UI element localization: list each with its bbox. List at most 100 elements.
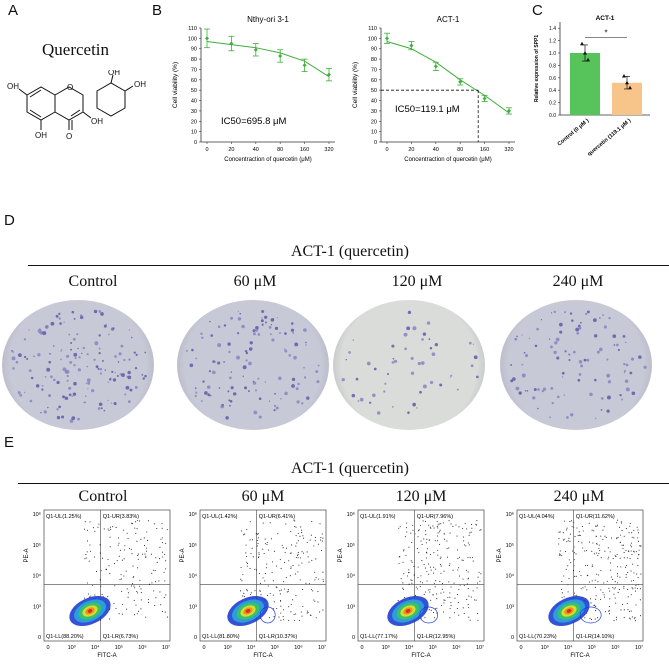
colony: [79, 314, 83, 317]
colony: [288, 354, 292, 357]
colony: [82, 346, 86, 350]
event-dot: [265, 567, 267, 569]
event-dot: [415, 586, 417, 588]
event-dot: [282, 609, 285, 611]
event-dot: [450, 604, 452, 607]
y-axis-label: Cell viability (%): [352, 62, 359, 108]
colony: [74, 356, 77, 359]
colony: [373, 367, 377, 371]
event-dot: [613, 588, 615, 590]
y-tick-label: 70: [371, 67, 377, 73]
flow-plot: Q1-UL(4.04%) Q1-UR(11.62%) Q1-LL(70.23%) Q1…: [497, 509, 644, 658]
y-tick-label: 10⁶: [33, 511, 41, 518]
event-dot: [569, 533, 571, 535]
colony: [23, 338, 27, 341]
event-dot: [433, 527, 435, 529]
colony: [118, 352, 122, 356]
event-dot: [574, 575, 576, 577]
colony: [86, 378, 91, 383]
event-dot: [294, 619, 296, 621]
event-dot: [161, 537, 163, 539]
panel-d-rule: [28, 265, 669, 266]
event-dot: [130, 549, 132, 551]
x-tick-label: 10⁵: [429, 644, 437, 651]
event-dot: [432, 593, 434, 596]
event-dot: [140, 588, 142, 590]
colony: [18, 353, 22, 357]
event-dot: [627, 596, 629, 598]
event-dot: [99, 579, 101, 581]
x-tick-label: 0: [385, 147, 388, 153]
y-tick-label: 0.2: [549, 101, 556, 107]
event-dot: [573, 565, 575, 567]
quadrant-ul: Q1-UL(1.25%): [46, 514, 82, 520]
event-dot: [590, 602, 592, 604]
event-dot: [129, 547, 131, 549]
event-dot: [122, 603, 124, 605]
colony: [244, 349, 248, 353]
event-dot: [309, 614, 311, 616]
event-dot: [561, 580, 563, 583]
colony: [421, 338, 424, 341]
event-dot: [558, 537, 560, 540]
event-dot: [269, 592, 271, 595]
colony: [303, 376, 307, 379]
colony: [227, 390, 230, 393]
event-dot: [110, 528, 112, 530]
colony: [270, 324, 273, 326]
colony: [579, 321, 582, 324]
event-dot: [430, 599, 432, 601]
atom-oh-3: OH: [91, 117, 103, 126]
event-dot: [161, 522, 163, 525]
event-dot: [604, 535, 606, 537]
colony: [17, 391, 21, 395]
colony: [114, 372, 116, 374]
colony: [212, 370, 216, 375]
colony: [228, 399, 231, 402]
event-dot: [284, 561, 286, 564]
colony: [284, 332, 287, 335]
event-dot: [424, 616, 426, 618]
event-dot: [153, 523, 155, 525]
event-dot: [455, 524, 457, 526]
colony: [357, 400, 360, 402]
event-dot: [398, 527, 400, 529]
event-dot: [468, 616, 470, 618]
event-dot: [136, 520, 138, 522]
replicate-point: [586, 57, 590, 62]
event-dot: [293, 519, 295, 521]
colony: [236, 332, 240, 335]
event-dot: [639, 599, 641, 601]
event-dot: [294, 520, 296, 522]
event-dot: [436, 607, 438, 609]
colony: [86, 353, 89, 356]
colony: [274, 404, 276, 407]
event-dot: [462, 607, 464, 609]
event-dot: [625, 576, 627, 578]
panel-e-cond-2: 120 μM: [395, 488, 447, 505]
colony: [296, 400, 300, 404]
event-dot: [573, 521, 575, 523]
event-dot: [623, 616, 625, 619]
event-dot: [319, 523, 321, 525]
event-dot: [469, 557, 471, 559]
event-dot: [115, 607, 117, 609]
event-dot: [427, 563, 430, 565]
event-dot: [402, 561, 404, 563]
event-dot: [600, 589, 602, 591]
event-dot: [440, 572, 442, 574]
x-tick-label: 10³: [541, 645, 549, 651]
x-tick-label: 0: [46, 645, 49, 651]
event-dot: [86, 540, 89, 542]
event-dot: [246, 590, 248, 592]
event-dot: [416, 588, 418, 590]
event-dot: [629, 523, 631, 525]
event-dot: [92, 584, 94, 586]
event-dot: [610, 569, 612, 571]
colony: [41, 384, 44, 387]
event-dot: [92, 527, 95, 529]
colony: [217, 325, 221, 329]
event-dot: [634, 616, 636, 619]
colony: [578, 360, 583, 364]
panel-e-letter: E: [4, 434, 15, 451]
